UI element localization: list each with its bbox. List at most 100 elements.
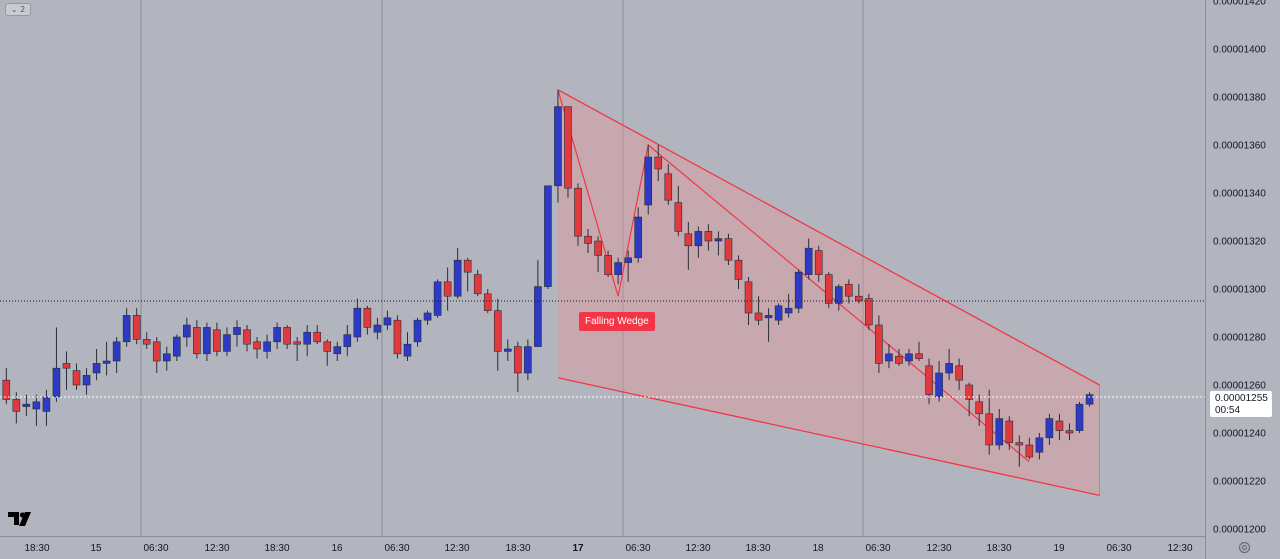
candle-up [453, 259, 462, 297]
candle-up [774, 305, 783, 321]
time-axis[interactable]: 18:30 15 06:30 12:30 18:30 16 06:30 12:30 18:30 1… [0, 536, 1205, 555]
candle-up [223, 334, 231, 352]
candle-up [122, 315, 131, 343]
candle-down [12, 399, 21, 412]
candle-up [534, 286, 542, 347]
candle-down [514, 346, 522, 374]
collapse-toggle-button[interactable]: ⌄ 2 [5, 3, 31, 16]
candle-down [463, 259, 472, 273]
candle-down [734, 259, 743, 280]
candle-down [895, 355, 903, 364]
candle-down [213, 329, 221, 352]
candle-down [323, 341, 332, 352]
candle-up [624, 257, 632, 263]
candle-up [995, 418, 1004, 446]
price-tick-label: 0.00001360 [1213, 141, 1266, 152]
time-tick-label: 19 [1053, 543, 1065, 554]
price-tick-label: 0.00001320 [1213, 237, 1266, 248]
time-tick-label: 12:30 [204, 543, 229, 554]
candle-up [263, 341, 271, 352]
candle-up [203, 327, 211, 355]
candle-down [313, 331, 322, 343]
candle-up [423, 312, 432, 321]
candle-up [694, 231, 703, 247]
candle-up [82, 375, 91, 386]
price-axis[interactable]: 0.00001420 0.00001400 0.00001380 0.00001360… [1205, 0, 1267, 559]
candle-down [493, 310, 502, 352]
candle-up [544, 185, 552, 287]
time-tick-label: 06:30 [143, 543, 168, 554]
candle-down [253, 341, 261, 350]
candle-up [173, 336, 181, 357]
price-tick-label: 0.00001220 [1213, 477, 1266, 488]
price-tick-label: 0.00001280 [1213, 333, 1266, 344]
candle-down [564, 106, 572, 189]
wedge-upper-line [557, 89, 1100, 386]
candle-up [935, 372, 943, 398]
time-tick-label: 12:30 [1167, 543, 1192, 554]
candle-down [1005, 420, 1014, 443]
time-tick-label: 16 [331, 543, 343, 554]
falling-wedge-label[interactable]: Falling Wedge [579, 312, 655, 331]
candle-down [483, 293, 492, 311]
candle-down [132, 315, 141, 340]
candle-down [855, 295, 863, 302]
candle-down [1055, 420, 1064, 431]
time-tick-label: 17 [572, 543, 584, 554]
candle-down [704, 231, 713, 242]
time-tick-label: 18:30 [505, 543, 530, 554]
candle-up [373, 324, 382, 333]
candle-down [574, 187, 582, 237]
candle-down [283, 327, 291, 345]
candles-layer [2, 89, 1094, 467]
candle-down [724, 238, 733, 261]
time-tick-label: 12:30 [444, 543, 469, 554]
tradingview-logo-icon[interactable] [8, 511, 36, 527]
candle-down [473, 274, 482, 295]
candle-up [343, 334, 352, 347]
time-tick-label: 18:30 [745, 543, 770, 554]
candle-up [32, 401, 41, 410]
candle-up [794, 271, 803, 309]
price-tick-label: 0.00001200 [1213, 525, 1266, 536]
candle-down [1065, 430, 1074, 434]
candle-down [965, 384, 973, 400]
candle-down [845, 283, 853, 297]
candle-up [1045, 418, 1054, 439]
price-tick-label: 0.00001340 [1213, 189, 1266, 200]
candle-up [273, 327, 281, 343]
candle-down [293, 341, 301, 345]
candle-up [233, 327, 241, 335]
gear-icon[interactable] [1238, 541, 1251, 554]
candle-up [784, 307, 793, 314]
candle-down [814, 250, 823, 275]
candle-up [804, 247, 813, 275]
candle-down [142, 339, 151, 345]
candle-up [52, 367, 61, 398]
candle-up [644, 156, 653, 206]
time-tick-label: 06:30 [1106, 543, 1131, 554]
time-tick-label: 12:30 [926, 543, 951, 554]
time-tick-label: 18:30 [986, 543, 1011, 554]
candle-down [72, 370, 81, 386]
candle-up [1075, 403, 1084, 431]
candle-down [1025, 444, 1034, 458]
candle-down [654, 156, 663, 170]
candle-down [443, 281, 452, 297]
candle-up [433, 281, 442, 316]
price-tick-label: 0.00001260 [1213, 381, 1266, 392]
candle-down [925, 365, 933, 395]
candle-down [744, 281, 753, 314]
candle-down [193, 327, 201, 355]
grid-layer [140, 0, 864, 536]
candle-up [1085, 394, 1094, 405]
candle-down [824, 274, 833, 304]
candle-up [834, 286, 843, 304]
candle-down [875, 324, 883, 364]
candle-down [1015, 442, 1024, 446]
candle-down [594, 240, 602, 256]
candle-up [383, 317, 392, 326]
price-tick-label: 0.00001240 [1213, 429, 1266, 440]
candle-up [945, 363, 953, 374]
